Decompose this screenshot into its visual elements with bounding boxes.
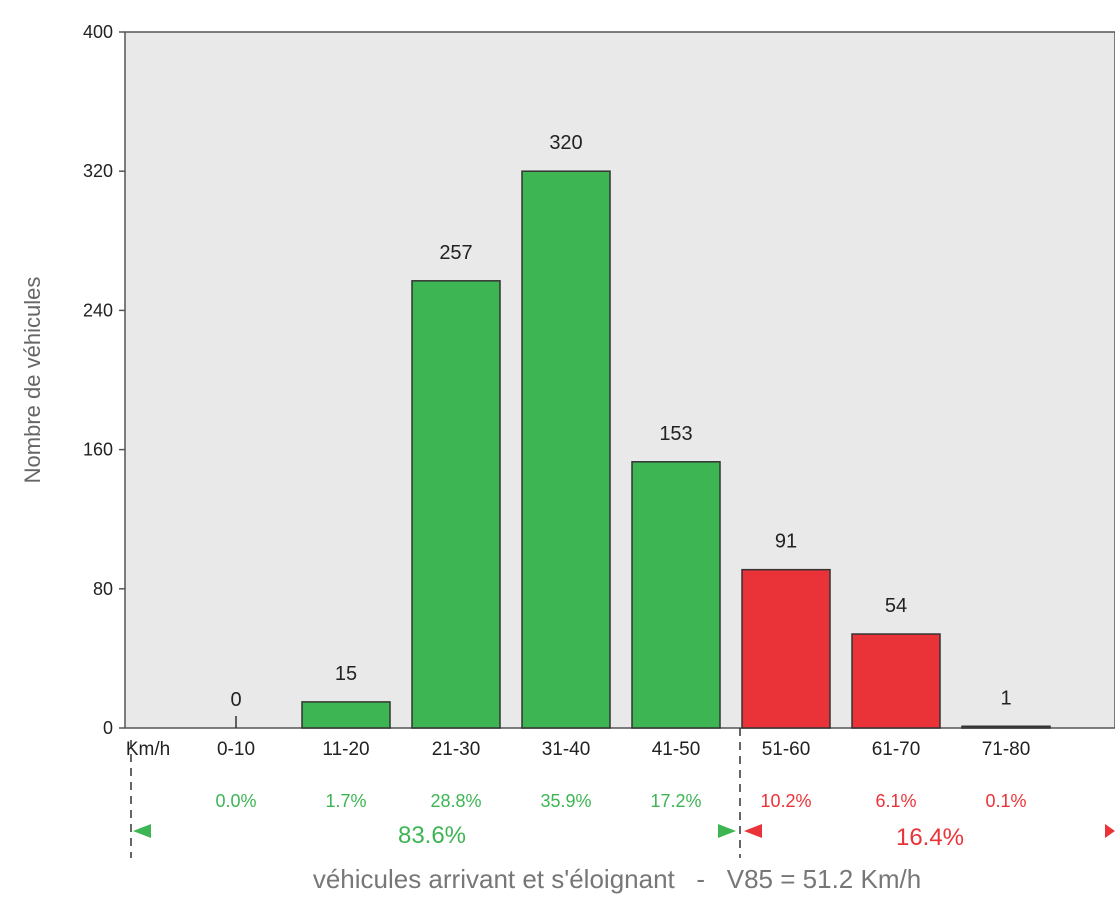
bar-value-label: 54 xyxy=(885,595,907,617)
y-tick-label: 160 xyxy=(83,440,113,460)
y-axis-label: Nombre de véhicules xyxy=(20,277,45,484)
group-left-arrow xyxy=(744,824,762,838)
percentage-label: 28.8% xyxy=(430,791,481,811)
bar-value-label: 91 xyxy=(775,531,797,553)
percentage-label: 35.9% xyxy=(540,791,591,811)
bar xyxy=(961,725,1051,729)
bar-value-label: 15 xyxy=(335,663,357,685)
y-tick-label: 320 xyxy=(83,161,113,181)
footer-caption: véhicules arrivant et s'éloignant - V85 … xyxy=(313,864,921,894)
y-tick-label: 400 xyxy=(83,22,113,42)
group-right-arrow xyxy=(718,824,736,838)
bar xyxy=(631,461,721,729)
percentage-label: 17.2% xyxy=(650,791,701,811)
category-label: 11-20 xyxy=(322,739,369,760)
bar xyxy=(741,568,831,729)
bar-value-label: 0 xyxy=(230,689,241,711)
group-total-label: 16.4% xyxy=(896,824,964,851)
category-label: 31-40 xyxy=(542,739,591,760)
x-axis-unit-label: Km/h xyxy=(126,739,170,760)
category-label: 0-10 xyxy=(217,739,255,760)
bar xyxy=(851,633,941,729)
group-total-label: 83.6% xyxy=(398,822,466,849)
y-tick-label: 0 xyxy=(103,718,113,738)
bar-value-label: 1 xyxy=(1000,687,1011,709)
percentage-row: 0.0% 1.7% 28.8% 35.9% 17.2% 10.2% 6.1% 0.1% xyxy=(215,791,1026,811)
y-tick-label: 240 xyxy=(83,300,113,320)
category-label: 71-80 xyxy=(982,739,1031,760)
group-brackets: 83.6% 16.4% xyxy=(130,728,1115,858)
group-right-arrow xyxy=(1105,824,1115,838)
x-axis: 0-10 11-20 21-30 31-40 41-50 51-60 61-70 71-80 xyxy=(217,739,1030,760)
category-label: 41-50 xyxy=(652,739,701,760)
group-left-arrow xyxy=(133,824,151,838)
bar-value-label: 320 xyxy=(549,132,582,154)
bar-value-label: 257 xyxy=(439,242,472,264)
bar xyxy=(521,170,611,729)
plot-area xyxy=(124,31,1115,729)
percentage-label: 6.1% xyxy=(875,791,916,811)
percentage-label: 0.0% xyxy=(215,791,256,811)
bar xyxy=(301,701,391,729)
percentage-label: 0.1% xyxy=(985,791,1026,811)
bar-value-label: 153 xyxy=(659,423,692,445)
percentage-label: 1.7% xyxy=(325,791,366,811)
y-axis: 0 80 160 240 320 400 xyxy=(83,22,125,738)
category-label: 21-30 xyxy=(432,739,481,760)
category-label: 61-70 xyxy=(872,739,921,760)
category-label: 51-60 xyxy=(762,739,811,760)
bar xyxy=(411,280,501,729)
bars-layer: 0 15 257 320 153 91 54 1 xyxy=(230,132,1051,729)
y-tick-label: 80 xyxy=(93,579,113,599)
percentage-label: 10.2% xyxy=(760,791,811,811)
